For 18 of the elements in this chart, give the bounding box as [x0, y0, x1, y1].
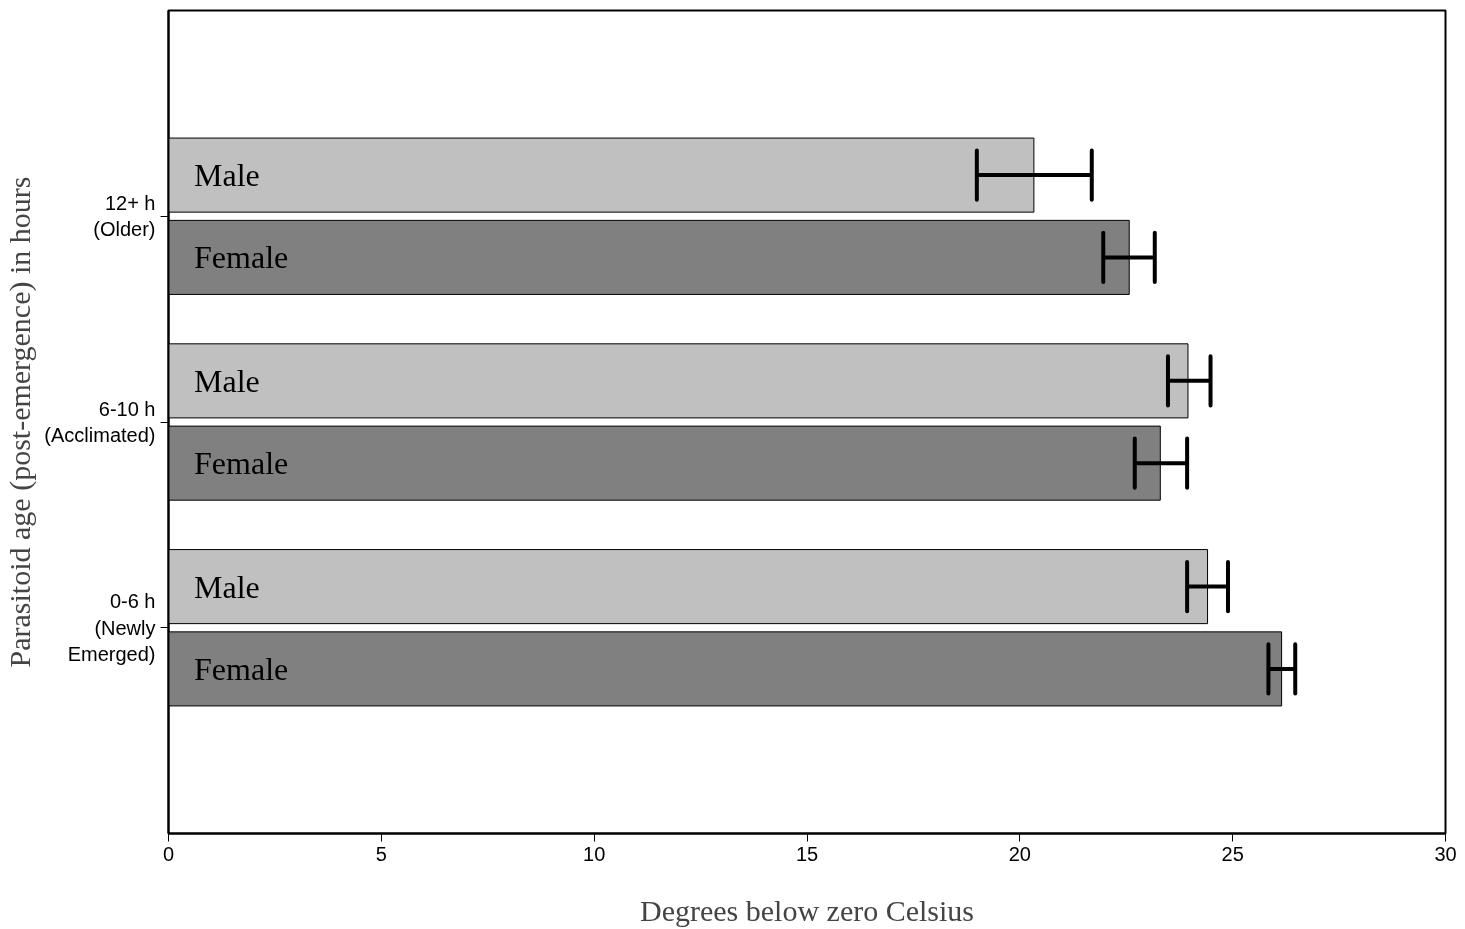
series-label: Female: [194, 650, 289, 687]
y-axis-title: Parasitoid age (post-emergence) in hours: [3, 176, 38, 668]
x-axis-title: Degrees below zero Celsius: [639, 893, 975, 927]
x-tick-label: 25: [1221, 842, 1244, 865]
x-tick-label: 5: [375, 842, 387, 865]
x-tick-label: 0: [162, 842, 175, 865]
text: Male: [194, 362, 260, 399]
x-tick-label: 10: [583, 842, 606, 865]
x-tick-label: 15: [795, 842, 819, 865]
text: Female: [194, 239, 289, 276]
text: Female: [194, 445, 289, 482]
x-tick-label: 20: [1008, 842, 1031, 865]
text: Male: [194, 157, 260, 194]
y-tick-label: 6-10 h (Acclimated): [44, 397, 156, 447]
y-tick-label: 12+ h (Older): [93, 192, 156, 241]
x-tick-label: 30: [1434, 842, 1457, 865]
series-label: Male: [194, 568, 260, 605]
y-tick-label: 0-6 h (Newly Emerged): [67, 590, 156, 666]
